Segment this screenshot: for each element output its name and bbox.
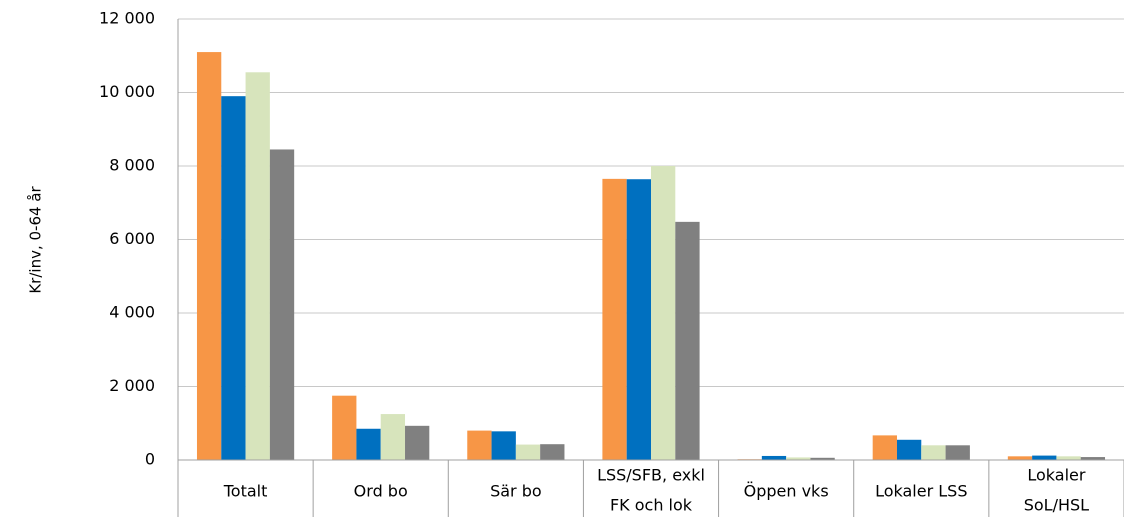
y-tick-label: 0 <box>145 450 155 469</box>
y-tick-label: 8 000 <box>109 156 155 175</box>
x-tick-label: SoL/HSL <box>1024 496 1089 515</box>
y-tick-label: 6 000 <box>109 229 155 248</box>
bar <box>602 178 627 461</box>
y-tick-label: 12 000 <box>99 9 155 28</box>
bar <box>467 430 492 460</box>
bar <box>945 445 970 460</box>
bar <box>872 435 897 460</box>
bar <box>921 445 946 460</box>
bar <box>651 166 676 460</box>
bar <box>405 425 430 460</box>
bar <box>491 431 516 460</box>
bar <box>626 179 651 461</box>
y-tick-label: 10 000 <box>99 82 155 101</box>
bar <box>786 457 811 460</box>
bar <box>245 72 270 460</box>
bar <box>332 395 357 460</box>
y-tick-label: 4 000 <box>109 303 155 322</box>
x-tick-label: LSS/SFB, exkl <box>597 466 705 485</box>
y-axis-label: Kr/inv, 0-64 år <box>27 186 45 294</box>
x-tick-label: Lokaler <box>1027 466 1086 485</box>
x-tick-label: Sär bo <box>490 482 542 501</box>
x-tick-label: Ord bo <box>354 482 408 501</box>
bar <box>221 96 246 461</box>
bar <box>1007 456 1033 460</box>
bar <box>1032 455 1057 460</box>
bar <box>540 444 565 460</box>
bar <box>356 428 381 460</box>
x-tick-label: Lokaler LSS <box>875 482 967 501</box>
bar <box>269 149 295 460</box>
bar <box>675 221 700 460</box>
bar <box>1056 456 1081 460</box>
x-tick-label: Totalt <box>223 482 268 501</box>
bar <box>380 414 406 460</box>
bar <box>196 52 222 460</box>
x-tick-label: FK och lok <box>610 496 693 515</box>
bar <box>896 439 922 460</box>
bar <box>810 457 835 460</box>
x-tick-label: Öppen vks <box>744 482 829 501</box>
y-tick-label: 2 000 <box>109 376 155 395</box>
bar <box>761 455 787 460</box>
bar <box>515 444 541 460</box>
bar <box>1080 457 1106 460</box>
